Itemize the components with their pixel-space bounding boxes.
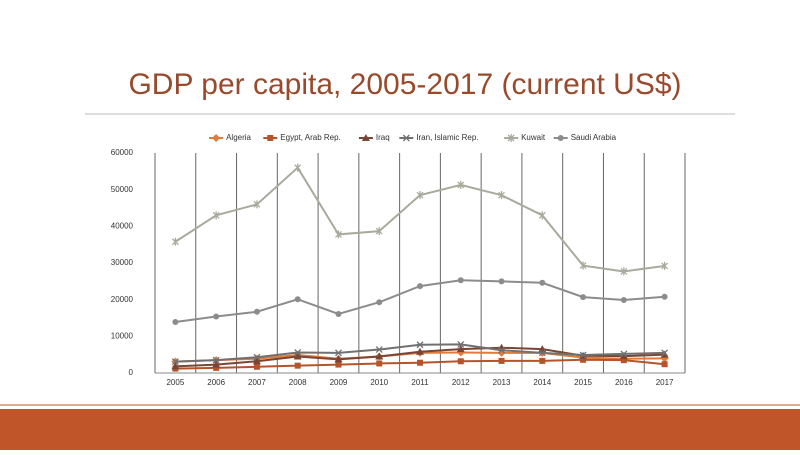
marker (212, 134, 221, 142)
marker (253, 308, 260, 315)
marker (294, 296, 301, 303)
marker (361, 134, 370, 141)
marker (334, 355, 343, 363)
y-tick-label: 40000 (111, 221, 134, 230)
marker (416, 191, 424, 200)
marker (579, 261, 587, 270)
x-tick-label: 2005 (166, 378, 184, 387)
y-tick-label: 10000 (111, 331, 134, 340)
marker (660, 350, 669, 358)
marker (335, 230, 342, 239)
marker (294, 362, 301, 369)
marker (539, 357, 546, 364)
chart-title: GDP per capita, 2005-2017 (current US$) (128, 68, 681, 101)
marker (579, 351, 587, 359)
marker (335, 349, 342, 357)
y-tick-label: 50000 (111, 185, 134, 194)
marker (661, 261, 669, 270)
legend-label: Iraq (376, 133, 390, 142)
marker (171, 237, 179, 246)
marker (619, 352, 628, 360)
marker (171, 362, 180, 370)
marker (456, 345, 465, 353)
marker (416, 341, 424, 349)
x-tick-label: 2017 (656, 378, 674, 387)
x-tick-label: 2010 (370, 378, 388, 387)
marker (335, 361, 342, 368)
x-tick-label: 2007 (248, 378, 266, 387)
marker (375, 227, 383, 236)
marker (416, 347, 424, 355)
x-tick-label: 2015 (574, 378, 592, 387)
marker (620, 297, 627, 304)
marker (580, 294, 587, 301)
marker (457, 180, 465, 189)
marker (457, 277, 464, 284)
marker (294, 163, 302, 172)
marker (376, 299, 383, 306)
marker (557, 135, 564, 141)
marker (580, 356, 587, 363)
marker (620, 350, 628, 358)
marker (498, 357, 505, 364)
marker (375, 346, 383, 353)
marker (402, 134, 410, 142)
marker (538, 349, 546, 357)
marker (294, 349, 302, 356)
marker (267, 135, 274, 141)
x-tick-label: 2016 (615, 378, 633, 387)
marker (661, 349, 669, 357)
x-tick-label: 2013 (493, 378, 511, 387)
x-tick-label: 2012 (452, 378, 470, 387)
x-tick-label: 2011 (411, 378, 429, 387)
marker (212, 356, 220, 364)
y-tick-label: 30000 (111, 258, 134, 267)
legend-label: Algeria (226, 133, 251, 142)
marker (172, 319, 179, 326)
legend-label: Saudi Arabia (571, 133, 617, 142)
marker (253, 353, 261, 361)
x-tick-label: 2006 (207, 378, 225, 387)
marker (498, 346, 505, 354)
marker (457, 358, 464, 365)
marker (293, 352, 302, 360)
y-tick-label: 20000 (111, 295, 134, 304)
marker (335, 310, 342, 317)
plot: 0 10000 20000 30000 40000 50000 60000 2005 2006 2… (111, 133, 686, 387)
x-tick-label: 2009 (330, 378, 348, 387)
marker (620, 267, 628, 276)
legend-label: Kuwait (521, 133, 546, 142)
marker (538, 211, 546, 220)
x-tick-label: 2014 (533, 378, 551, 387)
marker (376, 360, 383, 367)
marker (213, 313, 220, 320)
marker (661, 361, 668, 368)
marker (375, 352, 384, 360)
marker (498, 278, 505, 285)
marker (253, 363, 260, 370)
legend-label: Iran, Islamic Rep. (416, 133, 478, 142)
marker (661, 293, 668, 300)
marker (253, 200, 261, 209)
marker (252, 357, 261, 365)
marker (457, 340, 465, 348)
marker (539, 279, 546, 286)
marker (212, 211, 220, 220)
y-tick-label: 60000 (111, 148, 134, 157)
footer-bar (0, 409, 800, 450)
marker (213, 364, 220, 371)
marker (620, 357, 627, 364)
marker (417, 283, 423, 290)
marker (507, 134, 515, 142)
marker (498, 191, 505, 200)
marker (417, 359, 423, 366)
x-tick-label: 2008 (289, 378, 307, 387)
marker (212, 360, 221, 368)
legend-label: Egypt, Arab Rep. (280, 133, 340, 142)
y-tick-label: 0 (129, 368, 134, 377)
marker (171, 358, 179, 366)
